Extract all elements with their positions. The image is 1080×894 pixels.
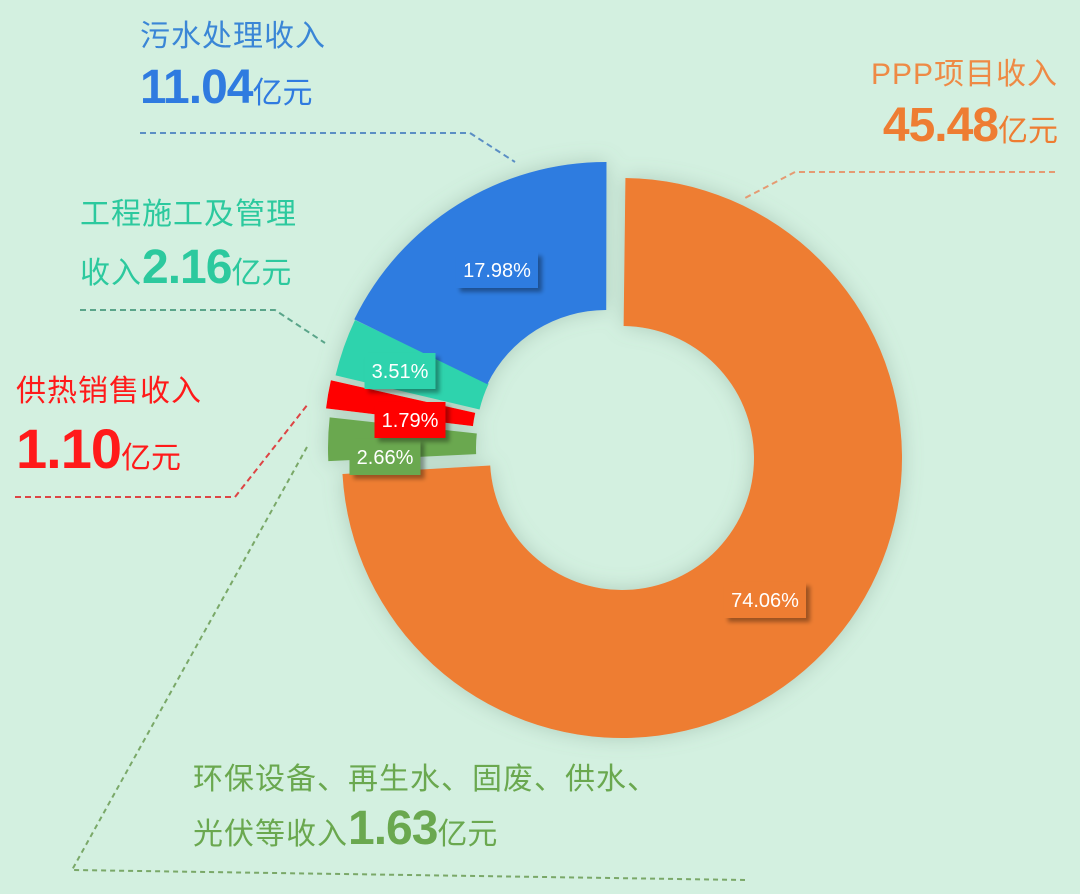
engineering-leader-line	[80, 309, 326, 344]
percent-label-box	[456, 252, 538, 288]
heating-value: 1.10	[16, 417, 122, 480]
ppp-unit: 亿元	[998, 115, 1058, 148]
engineering-unit: 亿元	[231, 257, 292, 290]
sewage-unit: 亿元	[252, 77, 313, 110]
engineering-callout: 工程施工及管理 收入2.16亿元	[80, 200, 297, 292]
percent-labels: 74.06% 2.66% 1.79% 3.51% 17.98%	[349, 252, 806, 618]
ppp-leader-line	[744, 171, 1055, 199]
other-name-line1: 环保设备、再生水、固废、供水、	[193, 763, 658, 796]
percent-label: 17.98%	[463, 260, 531, 282]
other-name-line2: 光伏等收入	[193, 818, 348, 851]
other-unit: 亿元	[437, 818, 498, 851]
percent-label: 1.79%	[382, 410, 439, 432]
heating-callout: 供热销售收入 1.10亿元	[16, 377, 202, 477]
heating-name: 供热销售收入	[16, 375, 202, 408]
sewage-name: 污水处理收入	[140, 20, 326, 53]
sewage-value: 11.04	[140, 61, 253, 114]
other-callout: 环保设备、再生水、固废、供水、 光伏等收入1.63亿元	[193, 765, 658, 853]
ppp-value: 45.48	[882, 99, 999, 152]
percent-label-box	[724, 582, 806, 618]
percent-label-box	[374, 402, 446, 438]
engineering-name-line2: 收入	[80, 257, 142, 290]
sewage-leader-line	[140, 132, 516, 163]
ppp-name: PPP项目收入	[870, 58, 1058, 91]
percent-label: 3.51%	[372, 361, 429, 383]
engineering-name-line1: 工程施工及管理	[80, 198, 297, 231]
percent-label: 2.66%	[357, 447, 414, 469]
ppp-callout: PPP项目收入 45.48亿元	[871, 60, 1058, 150]
heating-leader-line	[15, 403, 309, 498]
percent-label-box	[349, 439, 421, 475]
sewage-callout: 污水处理收入 11.04亿元	[140, 22, 326, 112]
heating-unit: 亿元	[121, 442, 181, 475]
percent-label: 74.06%	[731, 590, 799, 612]
percent-label-box	[364, 353, 436, 389]
other-value: 1.63	[348, 802, 438, 855]
engineering-value: 2.16	[142, 241, 232, 294]
